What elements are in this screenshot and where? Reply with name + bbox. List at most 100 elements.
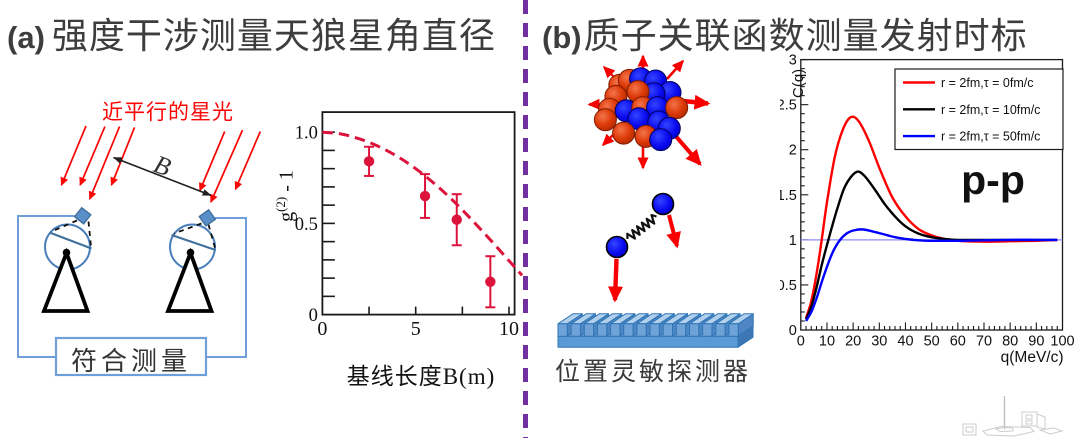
emission-arrow — [671, 131, 702, 166]
tooth-front — [715, 323, 726, 337]
chart-a-frame — [321, 111, 516, 316]
line-def — [207, 224, 216, 249]
xtick-label: 0 — [797, 334, 805, 350]
legend-label: r = 2fm,τ = 0fm/c — [941, 76, 1033, 90]
position-detector — [557, 313, 754, 348]
photodetector — [198, 208, 217, 227]
xtick-label: 40 — [897, 334, 913, 350]
telescope-mirror — [49, 231, 92, 250]
xtick-label: 70 — [976, 334, 992, 350]
tooth-front — [728, 323, 739, 337]
nucleon-red — [665, 96, 689, 120]
xtick-label: 80 — [1002, 334, 1018, 350]
telescope-pivot — [186, 248, 195, 257]
data-point — [485, 276, 496, 287]
xtick-label: 60 — [950, 334, 966, 350]
ytick-label: 1.0 — [295, 124, 318, 144]
legend-label: r = 2fm,τ = 10fm/c — [941, 103, 1040, 117]
tooth-front — [675, 323, 687, 337]
ytick-label: 1.5 — [780, 188, 797, 204]
chart-b-correlation-function: 0 10 20 30 40 50 60 70 80 90 100 0 0.5 1 1.5 2 2.5 3 q(MeV… — [780, 53, 1075, 366]
proton — [605, 235, 629, 259]
baseline-b-label: B — [150, 149, 175, 182]
panel-a-title-text: 强度干涉测量天狼星角直径 — [51, 16, 496, 56]
chart-a-ticks — [322, 131, 510, 315]
nucleus — [593, 67, 689, 152]
proton-pair — [605, 192, 681, 303]
g-def — [962, 396, 1064, 437]
detector-tooth — [728, 313, 754, 337]
ytick-label: 0.5 — [295, 215, 318, 235]
ytick-label: 1 — [789, 233, 797, 249]
xtick-label: 50 — [924, 334, 940, 350]
star-ray — [234, 131, 262, 191]
telescope-mirror — [171, 233, 216, 252]
emission-arrow — [666, 59, 684, 80]
tooth-front — [662, 323, 674, 337]
proton-arrow — [666, 214, 681, 249]
nucleon-blue — [649, 128, 673, 152]
data-point — [419, 190, 431, 202]
detector-base-front — [557, 335, 739, 348]
telescope-left — [41, 206, 92, 313]
sketch-tail — [1038, 427, 1064, 435]
panel-a-title: (a) 强度干涉测量天狼星角直径 — [7, 7, 496, 59]
chart-b-ticks — [800, 59, 1058, 330]
data-point — [451, 214, 462, 225]
chart-a-xlabel: 基线长度B(m) — [346, 364, 496, 389]
tooth-front — [570, 323, 581, 337]
star-ray — [88, 126, 121, 201]
tooth-front — [649, 323, 660, 337]
telescope-pivot — [62, 248, 71, 257]
photodetector — [73, 206, 92, 225]
pp-annotation: p-p — [961, 157, 1025, 203]
emission-arrow — [601, 133, 615, 147]
line-def — [173, 222, 202, 235]
telescope-right — [165, 208, 217, 313]
xtick-label: 90 — [1028, 334, 1044, 350]
chart-a-ylabel: g(2) - 1 — [273, 153, 298, 239]
telescope-diagram: B — [17, 125, 262, 377]
tooth-front — [596, 323, 608, 337]
ytick-label: 0 — [309, 306, 318, 326]
coincidence-box — [54, 336, 208, 377]
chart-b-tick-labels: 0 10 20 30 40 50 60 70 80 90 100 0 0.5 1 1.5 2 2.5 3 — [780, 53, 1075, 350]
ylabel-tail: - 1 — [275, 170, 298, 197]
telescope-mount — [165, 247, 215, 313]
star-ray — [210, 129, 244, 204]
path-def — [17, 215, 77, 358]
emission-arrow — [682, 94, 711, 110]
faint-apparatus-sketch — [962, 396, 1064, 437]
ytick-label: 3 — [789, 53, 797, 69]
path-def — [205, 217, 247, 358]
tooth-front — [583, 323, 595, 337]
light-path-dashed — [173, 222, 216, 249]
sketch-platform — [982, 425, 1035, 437]
detector-teeth — [557, 313, 754, 337]
proton — [651, 192, 675, 216]
tooth-front — [702, 323, 713, 337]
xtick-label: 10 — [499, 318, 519, 340]
chart-b-ylabel: C(q) — [790, 69, 807, 98]
light-path-dashed — [51, 219, 92, 247]
tooth-front — [623, 323, 634, 337]
ytick-label: 2 — [789, 143, 797, 159]
ylabel-base: g — [275, 211, 298, 222]
detector-label: 位置灵敏探测器 — [555, 359, 752, 386]
ytick-label: 0 — [789, 323, 797, 339]
coincidence-wiring — [17, 215, 247, 377]
chart-b-xlabel: q(MeV/c) — [1001, 349, 1064, 366]
panel-b-title: (b) 质子关联函数测量发射时标 — [542, 7, 1028, 59]
sketch-box-right — [1021, 411, 1038, 427]
baseline-arrow — [112, 156, 212, 197]
star-ray — [79, 126, 106, 187]
sketch-deck — [994, 426, 1014, 433]
chart-a-tick-labels: 0 0.5 1.0 0 5 10 — [295, 124, 519, 340]
chart-b-series-2 — [804, 228, 1058, 322]
chart-a-sirius-visibility: 0 0.5 1.0 0 5 10 — [295, 111, 524, 340]
telescope-mount — [41, 247, 91, 313]
tooth-front — [636, 323, 647, 337]
tooth-front — [557, 323, 568, 337]
xtick-label: 0 — [317, 318, 327, 340]
